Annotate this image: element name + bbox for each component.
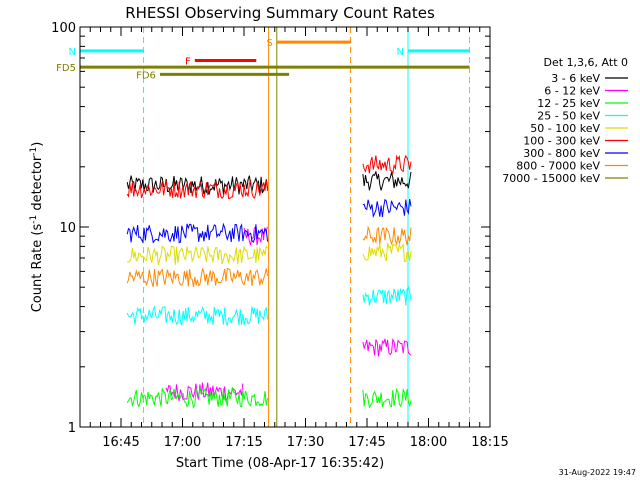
series-trace bbox=[126, 386, 269, 409]
x-tick-label: 18:15 bbox=[471, 435, 508, 450]
series-trace bbox=[126, 222, 269, 244]
legend-label: 12 - 25 keV bbox=[537, 97, 600, 110]
series-trace bbox=[362, 198, 412, 219]
series-trace bbox=[362, 285, 412, 306]
y-axis-label: Count Rate (s-1 detector-1) bbox=[29, 142, 45, 313]
series-trace bbox=[362, 225, 412, 246]
plot-area: N N S F FD5 FD6 bbox=[56, 27, 470, 427]
x-tick-label: 17:00 bbox=[164, 435, 201, 450]
series-trace bbox=[126, 305, 269, 327]
flag-label: S bbox=[266, 38, 272, 49]
flag-label: F bbox=[185, 56, 191, 67]
legend-label: 800 - 7000 keV bbox=[516, 160, 600, 173]
x-axis-label: Start Time (08-Apr-17 16:35:42) bbox=[176, 456, 384, 471]
flag-label: FD6 bbox=[136, 70, 156, 81]
legend-label: 100 - 300 keV bbox=[523, 135, 600, 148]
y-axis-label-part: detector bbox=[30, 155, 45, 215]
chart-title: RHESSI Observing Summary Count Rates bbox=[125, 4, 435, 22]
y-axis-label-part: ) bbox=[30, 142, 45, 147]
legend-header: Det 1,3,6, Att 0 bbox=[544, 56, 628, 69]
series-trace bbox=[165, 382, 244, 403]
y-axis-label-exponent: -1 bbox=[29, 147, 39, 156]
legend-label: 3 - 6 keV bbox=[551, 72, 600, 85]
y-tick-label: 100 bbox=[51, 21, 76, 36]
y-tick-label: 1 bbox=[68, 421, 76, 436]
legend-label: 300 - 800 keV bbox=[523, 147, 600, 160]
y-axis-label-part: Count Rate (s bbox=[30, 224, 45, 313]
legend-label: 7000 - 15000 keV bbox=[502, 172, 600, 185]
series-trace bbox=[362, 387, 412, 409]
plot-frame bbox=[79, 26, 491, 428]
series-trace bbox=[362, 154, 412, 175]
x-tick-label: 16:45 bbox=[102, 435, 139, 450]
x-tick-label: 18:00 bbox=[410, 435, 447, 450]
series-trace bbox=[126, 267, 269, 288]
series-trace bbox=[126, 179, 269, 200]
x-tick-label: 17:30 bbox=[287, 435, 324, 450]
x-tick-label: 17:15 bbox=[225, 435, 262, 450]
series-trace bbox=[362, 338, 412, 357]
flag-label: FD5 bbox=[56, 63, 76, 74]
series-trace bbox=[362, 171, 412, 191]
y-axis-label-exponent: -1 bbox=[29, 215, 39, 224]
x-axis: 16:45 17:00 17:15 17:30 17:45 18:00 18:15 bbox=[79, 27, 509, 450]
legend-label: 25 - 50 keV bbox=[537, 110, 600, 123]
footer-timestamp: 31-Aug-2022 19:47 bbox=[559, 468, 636, 477]
y-axis: 1 10 100 bbox=[51, 21, 490, 436]
flag-label: N bbox=[397, 47, 404, 58]
series-trace bbox=[362, 242, 412, 263]
series-trace bbox=[127, 244, 268, 266]
y-tick-label: 10 bbox=[59, 221, 76, 236]
x-tick-label: 17:45 bbox=[348, 435, 385, 450]
legend-label: 50 - 100 keV bbox=[530, 122, 600, 135]
legend-label: 6 - 12 keV bbox=[544, 85, 600, 98]
flag-label: N bbox=[69, 47, 76, 58]
